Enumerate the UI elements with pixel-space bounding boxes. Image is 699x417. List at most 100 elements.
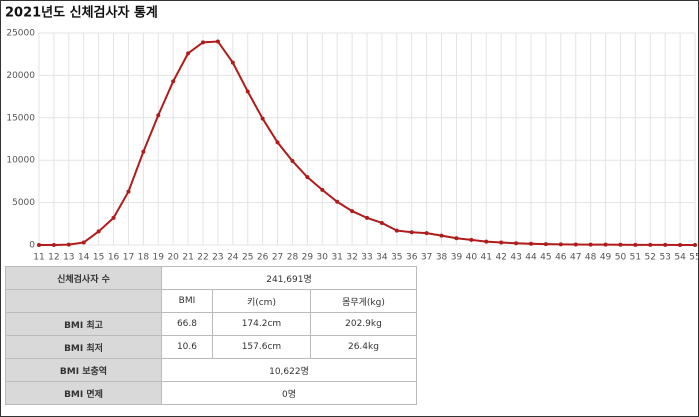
- row-label: [5, 289, 162, 313]
- chart-title: 2021년도 신체검사자 통계: [5, 5, 158, 21]
- row-label: BMI 최고: [5, 312, 162, 336]
- data-point: [305, 175, 310, 180]
- data-point: [603, 242, 608, 247]
- data-point: [96, 229, 101, 234]
- x-tick-label: 29: [302, 253, 314, 263]
- y-tick-label: 10000: [6, 156, 35, 166]
- data-point: [365, 215, 369, 220]
- table-cell: 174.2cm: [211, 312, 311, 336]
- data-point: [141, 149, 146, 154]
- x-tick-label: 49: [600, 253, 612, 263]
- data-point: [663, 242, 668, 247]
- x-tick-label: 13: [63, 253, 74, 263]
- x-tick-label: 41: [481, 253, 492, 263]
- x-tick-label: 42: [495, 253, 506, 263]
- x-tick-label: 33: [361, 253, 372, 263]
- row-label: BMI 면제: [5, 381, 162, 405]
- x-tick-label: 36: [406, 253, 418, 263]
- data-point: [230, 60, 235, 65]
- table-cell: 0명: [161, 381, 417, 405]
- table-row: 신체검사자 수 241,691명: [5, 266, 417, 290]
- x-tick-label: 51: [630, 253, 641, 263]
- table-cell: 몸무게(kg): [309, 289, 418, 313]
- data-point: [379, 220, 384, 225]
- table-cell: 157.6cm: [211, 335, 311, 359]
- x-tick-label: 19: [153, 253, 165, 263]
- x-tick-label: 23: [212, 253, 223, 263]
- x-tick-label: 26: [257, 253, 269, 263]
- y-tick-label: 20000: [6, 71, 35, 81]
- data-point: [543, 242, 548, 247]
- data-point: [37, 243, 41, 247]
- row-label: 신체검사자 수: [5, 266, 162, 290]
- x-tick-label: 54: [674, 253, 686, 263]
- data-point: [320, 187, 325, 192]
- data-point: [693, 242, 697, 247]
- data-point: [588, 242, 593, 247]
- x-tick-label: 45: [540, 253, 551, 263]
- table-cell: 26.4kg: [309, 335, 418, 359]
- data-point: [499, 240, 504, 245]
- data-point: [409, 230, 414, 235]
- table-cell: 202.9kg: [309, 312, 418, 336]
- data-point: [558, 242, 563, 247]
- y-tick-label: 25000: [6, 29, 35, 39]
- x-tick-label: 15: [93, 253, 104, 263]
- x-tick-label: 48: [585, 253, 597, 263]
- x-tick-label: 20: [167, 253, 179, 263]
- data-point: [618, 242, 623, 247]
- data-point: [66, 242, 71, 247]
- table-row: BMI 최저 10.6 157.6cm 26.4kg: [5, 335, 418, 359]
- data-point: [469, 237, 474, 242]
- x-tick-label: 22: [197, 253, 208, 263]
- data-point: [648, 242, 653, 247]
- y-tick-label: 0: [29, 241, 35, 251]
- data-point: [81, 240, 86, 245]
- x-tick-label: 21: [182, 253, 193, 263]
- data-point: [201, 40, 205, 45]
- table-cell: BMI: [161, 289, 213, 313]
- chart: 2021년도 신체검사자 통계 0 5000 10000 15000 20000 2500…: [5, 5, 698, 263]
- x-tick-label: 50: [615, 253, 627, 263]
- y-tick-label: 15000: [6, 113, 35, 123]
- table-cell: 키(cm): [211, 289, 311, 313]
- data-point: [350, 209, 355, 214]
- x-tick-label: 28: [287, 253, 299, 263]
- x-tick-label: 35: [391, 253, 402, 263]
- x-tick-label: 47: [570, 253, 581, 263]
- data-point: [514, 241, 519, 246]
- x-tick-label: 52: [645, 253, 656, 263]
- x-tick-label: 32: [346, 253, 357, 263]
- x-tick-label: 55: [689, 253, 698, 263]
- data-point: [633, 242, 638, 247]
- x-tick-label: 38: [436, 253, 448, 263]
- x-tick-label: 25: [242, 253, 253, 263]
- table-cell: 241,691명: [161, 266, 417, 290]
- x-tick-label: 40: [466, 253, 478, 263]
- row-label: BMI 보충역: [5, 358, 162, 382]
- data-point: [439, 233, 444, 238]
- x-tick-label: 24: [227, 253, 239, 263]
- x-tick-label: 16: [108, 253, 120, 263]
- x-tick-label: 11: [33, 253, 44, 263]
- x-tick-label: 12: [48, 253, 59, 263]
- table-cell: 10.6: [161, 335, 213, 359]
- table-cell: 66.8: [161, 312, 213, 336]
- x-tick-label: 53: [659, 253, 670, 263]
- row-label: BMI 최저: [5, 335, 162, 359]
- data-point: [111, 215, 116, 220]
- data-point: [51, 243, 56, 247]
- x-tick-label: 27: [272, 253, 283, 263]
- x-tick-label: 14: [78, 253, 90, 263]
- stats-table: 신체검사자 수 241,691명 BMI 키(cm) 몸무게(kg) BMI 최고 66.8…: [5, 266, 418, 405]
- data-point: [484, 239, 489, 244]
- data-point: [171, 79, 176, 84]
- table-row: BMI 면제 0명: [5, 381, 417, 405]
- data-point: [245, 89, 250, 94]
- data-point: [260, 116, 265, 121]
- data-point: [215, 39, 220, 44]
- x-tick-label: 46: [555, 253, 567, 263]
- x-tick-label: 30: [317, 253, 329, 263]
- data-point: [186, 51, 191, 56]
